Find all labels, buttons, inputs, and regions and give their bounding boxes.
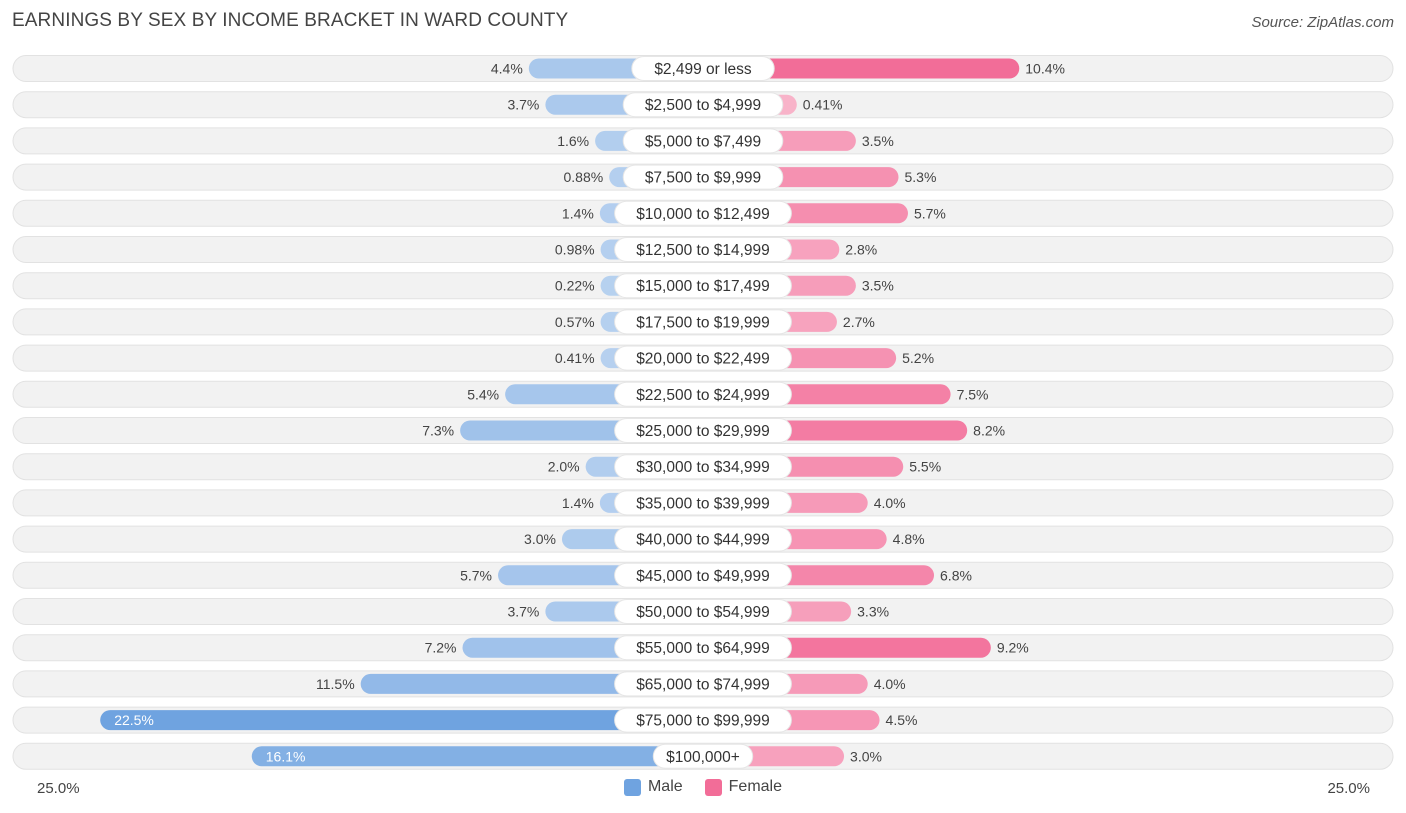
category-pill — [622, 92, 784, 118]
value-label-female: 4.0% — [874, 495, 906, 511]
category-pill — [614, 345, 792, 371]
category-label: $7,500 to $9,999 — [645, 170, 761, 187]
bar-male — [100, 710, 703, 731]
category-label: $65,000 to $74,999 — [636, 676, 770, 693]
value-label-male: 0.22% — [555, 278, 595, 294]
value-label-male: 7.3% — [422, 423, 454, 439]
category-pill — [614, 562, 792, 588]
category-pill — [614, 635, 792, 661]
category-pill — [622, 128, 784, 154]
value-label-female: 7.5% — [957, 386, 989, 402]
category-pill — [614, 454, 792, 480]
value-label-female: 2.7% — [843, 314, 875, 330]
category-pill — [614, 418, 792, 443]
category-pill — [614, 309, 792, 335]
value-label-male: 0.98% — [555, 242, 595, 258]
value-label-male: 3.7% — [507, 97, 539, 113]
value-label-female: 5.2% — [902, 350, 934, 366]
value-label-male: 1.4% — [562, 495, 594, 511]
value-label-female: 5.3% — [905, 169, 937, 185]
value-label-female: 3.5% — [862, 133, 894, 149]
category-label: $5,000 to $7,499 — [645, 133, 761, 150]
value-label-male: 1.4% — [562, 205, 594, 221]
chart-legend: Male Female — [0, 778, 1406, 796]
legend-label-male: Male — [647, 778, 683, 795]
category-label: $20,000 to $22,499 — [636, 351, 770, 368]
legend-swatch-male — [623, 778, 641, 796]
category-label: $35,000 to $39,999 — [636, 495, 770, 512]
category-pill — [652, 743, 754, 769]
value-label-male: 11.5% — [316, 676, 355, 692]
category-pill — [614, 490, 792, 516]
value-label-female: 6.8% — [940, 567, 972, 583]
legend-item-male: Male — [623, 778, 683, 796]
category-label: $40,000 to $44,999 — [636, 532, 770, 549]
value-label-female: 2.8% — [845, 242, 877, 258]
category-label: $10,000 to $12,499 — [636, 206, 770, 223]
category-pill — [614, 671, 792, 697]
value-label-male: 16.1% — [266, 748, 306, 764]
category-label: $2,500 to $4,999 — [645, 97, 761, 114]
bar-female — [703, 58, 1020, 79]
bar-male — [251, 746, 703, 767]
chart-title: EARNINGS BY SEX BY INCOME BRACKET IN WAR… — [12, 10, 569, 31]
value-label-male: 0.88% — [563, 169, 603, 185]
value-label-male: 22.5% — [114, 712, 154, 728]
value-label-female: 5.5% — [909, 459, 941, 475]
category-pill — [614, 707, 792, 733]
value-label-male: 5.4% — [467, 386, 499, 402]
value-label-female: 4.5% — [886, 712, 918, 728]
legend-swatch-female — [704, 778, 722, 796]
value-label-female: 10.4% — [1025, 61, 1065, 77]
category-pill — [614, 526, 792, 552]
value-label-male: 0.57% — [555, 314, 595, 330]
value-label-female: 5.7% — [914, 205, 946, 221]
category-label: $55,000 to $64,999 — [636, 640, 770, 657]
category-pill — [614, 200, 792, 226]
category-label: $75,000 to $99,999 — [636, 713, 770, 730]
category-label: $100,000+ — [666, 749, 740, 766]
chart-source: Source: ZipAtlas.com — [1251, 14, 1394, 31]
category-pill — [614, 237, 792, 262]
category-label: $45,000 to $49,999 — [636, 568, 770, 585]
legend-item-female: Female — [704, 778, 783, 796]
value-label-male: 7.2% — [425, 640, 457, 656]
category-pill — [614, 273, 792, 299]
chart-plot: 4.4% 10.4% $2,499 or less 3.7% 0.41% $2,500 t… — [12, 55, 1394, 770]
category-label: $50,000 to $54,999 — [636, 604, 770, 621]
category-pill — [614, 599, 792, 624]
category-label: $2,499 or less — [654, 61, 752, 78]
category-pill — [622, 164, 784, 190]
category-label: $25,000 to $29,999 — [636, 423, 770, 440]
value-label-female: 9.2% — [997, 640, 1029, 656]
category-label: $30,000 to $34,999 — [636, 459, 770, 476]
axis-label-right: 25.0% — [1327, 780, 1370, 797]
value-label-female: 8.2% — [973, 423, 1005, 439]
value-label-female: 3.5% — [862, 278, 894, 294]
category-label: $17,500 to $19,999 — [636, 314, 770, 331]
value-label-male: 3.7% — [507, 604, 539, 620]
value-label-female: 0.41% — [803, 97, 843, 113]
category-label: $15,000 to $17,499 — [636, 278, 770, 295]
category-pill — [614, 381, 792, 407]
value-label-female: 4.0% — [874, 676, 906, 692]
value-label-female: 4.8% — [893, 531, 925, 547]
value-label-male: 4.4% — [491, 61, 523, 77]
category-label: $12,500 to $14,999 — [636, 242, 770, 259]
legend-label-female: Female — [728, 778, 783, 795]
value-label-female: 3.3% — [857, 604, 889, 620]
value-label-male: 1.6% — [557, 133, 589, 149]
value-label-female: 3.0% — [850, 748, 882, 764]
value-label-male: 2.0% — [548, 459, 580, 475]
axis-label-left: 25.0% — [37, 780, 80, 797]
category-pill — [631, 56, 775, 81]
value-label-male: 3.0% — [524, 531, 556, 547]
value-label-male: 0.41% — [555, 350, 595, 366]
category-label: $22,500 to $24,999 — [636, 387, 770, 404]
value-label-male: 5.7% — [460, 567, 492, 583]
